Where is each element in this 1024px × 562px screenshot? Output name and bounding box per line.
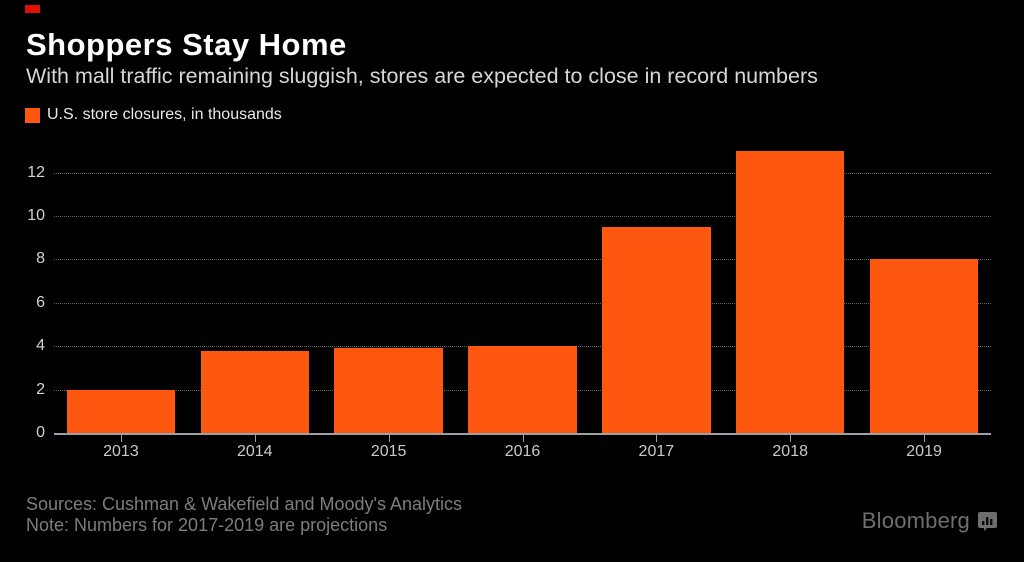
y-tick-label-2: 2 <box>36 380 45 398</box>
bar-2016 <box>468 346 577 433</box>
note-text: Note: Numbers for 2017-2019 are projecti… <box>26 515 388 535</box>
x-tick-2014 <box>254 435 256 442</box>
sources-text: Sources: Cushman & Wakefield and Moody's… <box>26 494 462 514</box>
chart-title: Shoppers Stay Home <box>26 27 347 62</box>
bar-2013 <box>66 389 176 433</box>
legend: U.S. store closures, in thousands <box>25 106 282 124</box>
gridline-10 <box>54 215 991 217</box>
y-tick-label-4: 4 <box>36 337 45 355</box>
x-tick-2018 <box>790 435 792 442</box>
x-tick-2016 <box>522 435 524 442</box>
y-tick-label-6: 6 <box>36 293 45 311</box>
bar-2019 <box>869 259 979 433</box>
x-tick-label-2013: 2013 <box>103 443 139 460</box>
bar-2017 <box>602 226 711 433</box>
gridline-8 <box>54 259 991 261</box>
x-tick-label-2016: 2016 <box>504 443 541 460</box>
x-tick-label-2017: 2017 <box>638 443 675 460</box>
bar-chart-bubble-icon <box>978 511 997 531</box>
bloomberg-wordmark: Bloomberg <box>861 508 970 533</box>
x-tick-label-2014: 2014 <box>236 443 273 460</box>
plot-area: 2013 2014 2015 2016 2017 2018 2019 <box>54 140 991 460</box>
y-tick-label-0: 0 <box>36 424 45 441</box>
y-tick-label-12: 12 <box>27 163 45 181</box>
legend-swatch <box>25 107 40 123</box>
red-corner-mark <box>25 5 40 13</box>
bar-2018 <box>736 150 845 433</box>
gridline-12 <box>54 172 991 174</box>
x-tick-label-2018: 2018 <box>772 443 808 460</box>
x-tick-label-2015: 2015 <box>370 443 407 460</box>
bloomberg-logo: Bloomberg <box>862 508 997 534</box>
y-tick-label-8: 8 <box>36 250 45 268</box>
x-tick-2017 <box>656 435 658 442</box>
x-tick-2015 <box>388 435 390 442</box>
x-tick-2019 <box>924 435 926 442</box>
chart-subtitle: With mall traffic remaining sluggish, st… <box>26 64 818 88</box>
legend-label: U.S. store closures, in thousands <box>47 106 282 123</box>
bar-2015 <box>334 348 443 433</box>
gridline-6 <box>54 302 991 304</box>
x-tick-label-2019: 2019 <box>906 443 942 460</box>
bar-2014 <box>200 350 309 433</box>
y-tick-label-10: 10 <box>27 206 45 224</box>
x-tick-2013 <box>120 435 122 442</box>
